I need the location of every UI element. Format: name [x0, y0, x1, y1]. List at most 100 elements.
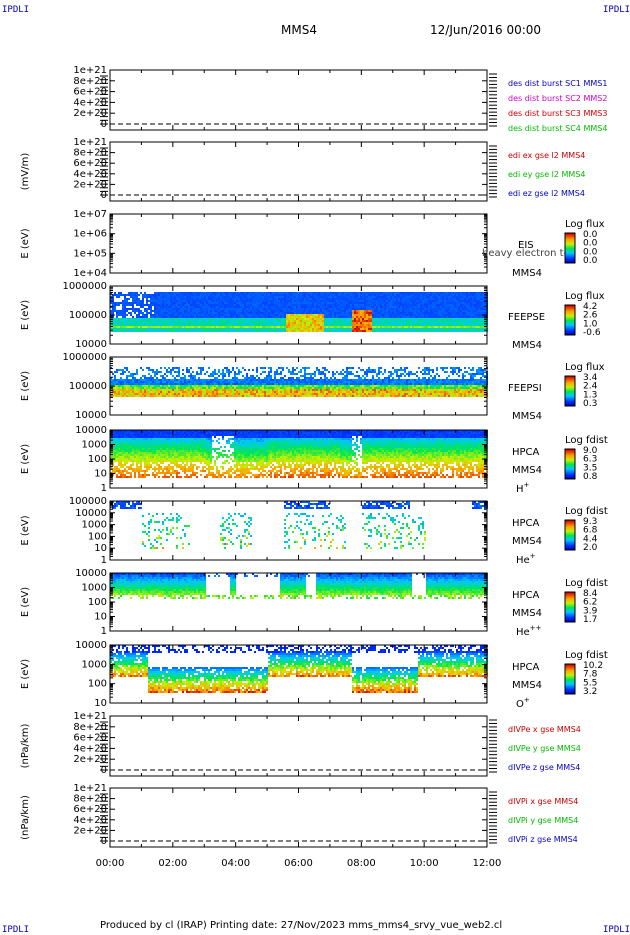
spectrogram-cell: [116, 302, 118, 304]
spectrogram-cell: [460, 306, 462, 308]
spectrogram-cell: [220, 381, 222, 383]
spectrogram-cell: [350, 330, 352, 332]
spectrogram-cell: [430, 300, 432, 302]
spectrogram-cell: [198, 294, 200, 296]
spectrogram-cell: [482, 296, 484, 298]
spectrogram-cell: [404, 294, 406, 296]
spectrogram-cell: [114, 330, 116, 332]
spectrogram-cell: [140, 387, 142, 389]
spectrogram-cell: [174, 385, 176, 387]
spectrogram-cell: [148, 296, 150, 298]
spectrogram-cell: [192, 377, 194, 379]
spectrogram-cell: [414, 324, 416, 326]
spectrogram-cell: [254, 302, 256, 304]
spectrogram-cell: [422, 292, 424, 294]
spectrogram-cell: [330, 304, 332, 306]
spectrogram-cell: [376, 296, 378, 298]
spectrogram-cell: [148, 391, 150, 393]
spectrogram-cell: [342, 304, 344, 306]
spectrogram-cell: [446, 312, 448, 314]
spectrogram-cell: [120, 328, 122, 330]
spectrogram-cell: [342, 318, 344, 320]
spectrogram-cell: [440, 322, 442, 324]
spectrogram-cell: [182, 395, 184, 397]
spectrogram-cell: [162, 387, 164, 389]
spectrogram-cell: [378, 310, 380, 312]
spectrogram-cell: [248, 330, 250, 332]
spectrogram-cell: [250, 302, 252, 304]
spectrogram-cell: [182, 389, 184, 391]
spectrogram-cell: [256, 381, 258, 383]
spectrogram-cell: [394, 300, 396, 302]
spectrogram-cell: [198, 324, 200, 326]
spectrogram-cell: [164, 310, 166, 312]
spectrogram-cell: [118, 296, 120, 298]
spectrogram-cell: [346, 322, 348, 324]
spectrogram-cell: [420, 326, 422, 328]
spectrogram-cell: [238, 395, 240, 397]
spectrogram-cell: [360, 292, 362, 294]
spectrogram-cell: [216, 318, 218, 320]
spectrogram-cell: [430, 324, 432, 326]
spectrogram-cell: [402, 312, 404, 314]
spectrogram-cell: [390, 322, 392, 324]
spectrogram-cell: [244, 381, 246, 383]
spectrogram-cell: [396, 330, 398, 332]
spectrogram-cell: [314, 292, 316, 294]
spectrogram-cell: [230, 302, 232, 304]
spectrogram-cell: [148, 300, 150, 302]
spectrogram-cell: [444, 328, 446, 330]
spectrogram-cell: [214, 300, 216, 302]
spectrogram-cell: [460, 296, 462, 298]
spectrogram-cell: [434, 298, 436, 300]
spectrogram-cell: [466, 330, 468, 332]
spectrogram-cell: [282, 302, 284, 304]
spectrogram-cell: [260, 391, 262, 393]
spectrogram-cell: [482, 322, 484, 324]
spectrogram-cell: [222, 318, 224, 320]
spectrogram-cell: [142, 298, 144, 300]
spectrogram-cell: [474, 314, 476, 316]
spectrogram-cell: [164, 322, 166, 324]
spectrogram-cell: [368, 308, 370, 310]
spectrogram-cell: [404, 328, 406, 330]
spectrogram-cell: [168, 393, 170, 395]
spectrogram-cell: [356, 296, 358, 298]
spectrogram-cell: [144, 393, 146, 395]
spectrogram-cell: [192, 308, 194, 310]
spectrogram-cell: [292, 328, 294, 330]
spectrogram-cell: [412, 318, 414, 320]
spectrogram-cell: [206, 310, 208, 312]
spectrogram-cell: [306, 328, 308, 330]
spectrogram-cell: [196, 304, 198, 306]
spectrogram-cell: [328, 312, 330, 314]
spectrogram-cell: [368, 296, 370, 298]
spectrogram-cell: [424, 312, 426, 314]
spectrogram-cell: [434, 304, 436, 306]
spectrogram-cell: [280, 296, 282, 298]
spectrogram-cell: [180, 385, 182, 387]
spectrogram-cell: [342, 316, 344, 318]
spectrogram-cell: [278, 318, 280, 320]
spectrogram-cell: [248, 312, 250, 314]
spectrogram-cell: [124, 310, 126, 312]
spectrogram-cell: [376, 320, 378, 322]
spectrogram-cell: [428, 328, 430, 330]
spectrogram-cell: [444, 320, 446, 322]
spectrogram-cell: [260, 320, 262, 322]
spectrogram-cell: [188, 393, 190, 395]
spectrogram-cell: [166, 308, 168, 310]
spectrogram-cell: [424, 328, 426, 330]
spectrogram-cell: [172, 300, 174, 302]
spectrogram-cell: [140, 310, 142, 312]
spectrogram-cell: [148, 389, 150, 391]
spectrogram-cell: [120, 330, 122, 332]
spectrogram-cell: [248, 304, 250, 306]
spectrogram-cell: [432, 292, 434, 294]
spectrogram-cell: [318, 320, 320, 322]
spectrogram-cell: [358, 324, 360, 326]
spectrogram-cell: [258, 292, 260, 294]
spectrogram-cell: [236, 320, 238, 322]
spectrogram-cell: [456, 326, 458, 328]
spectrogram-cell: [266, 294, 268, 296]
